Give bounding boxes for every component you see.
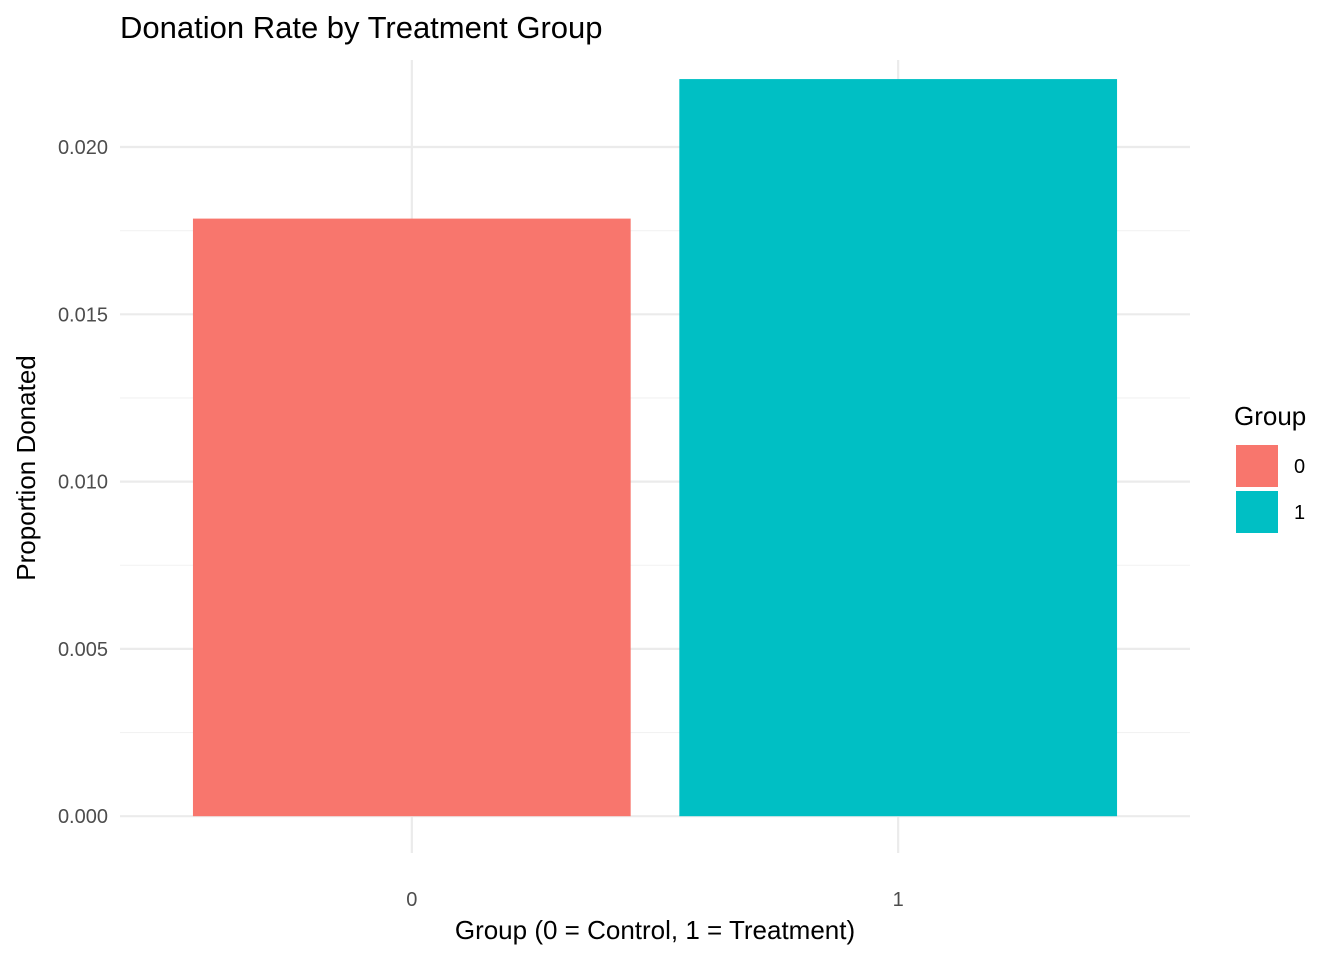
legend: Group 0 1 [1234, 401, 1306, 533]
x-axis-title: Group (0 = Control, 1 = Treatment) [455, 915, 855, 945]
legend-key-0 [1236, 445, 1278, 487]
y-axis-ticks: 0.000 0.005 0.010 0.015 0.020 [58, 137, 108, 828]
bars [192, 79, 1118, 817]
x-tick-label: 1 [893, 889, 904, 911]
legend-label: 0 [1294, 456, 1305, 478]
y-tick-label: 0.005 [58, 639, 108, 661]
y-tick-label: 0.015 [58, 304, 108, 326]
y-axis-title: Proportion Donated [11, 355, 41, 580]
x-tick-label: 0 [406, 889, 417, 911]
bar-0 [192, 218, 631, 817]
y-tick-label: 0.000 [58, 806, 108, 828]
legend-key-1 [1236, 491, 1278, 533]
y-tick-label: 0.010 [58, 472, 108, 494]
chart-title: Donation Rate by Treatment Group [120, 10, 602, 45]
legend-label: 1 [1294, 502, 1305, 524]
legend-title: Group [1234, 401, 1306, 431]
y-tick-label: 0.020 [58, 137, 108, 159]
bar-1 [679, 79, 1118, 817]
